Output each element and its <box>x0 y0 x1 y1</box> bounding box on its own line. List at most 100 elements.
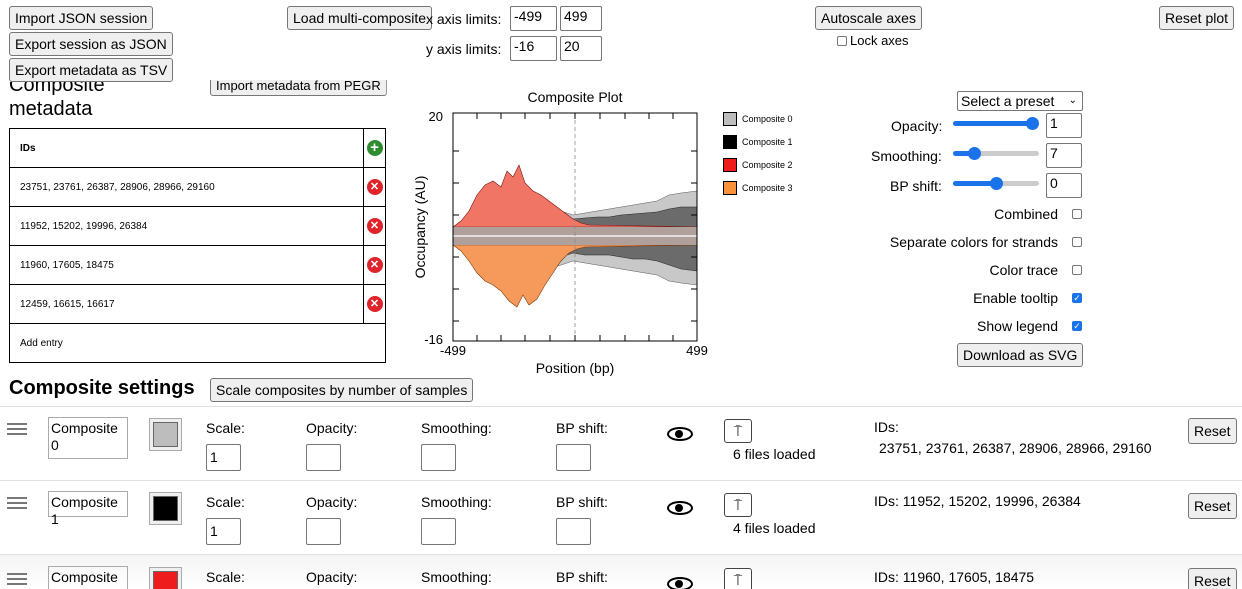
ids-label: IDs: 11952, 15202, 19996, 26384 <box>874 493 1081 509</box>
metadata-ids-cell[interactable]: 11960, 17605, 18475 <box>9 245 364 285</box>
ids-value: 23751, 23761, 26387, 28906, 28966, 29160 <box>879 440 1152 456</box>
y-min-input[interactable]: -16 <box>510 36 557 61</box>
legend-label-3: Composite 3 <box>742 183 793 193</box>
files-loaded: 4 files loaded <box>733 520 816 536</box>
opacity-input[interactable]: 1 <box>1046 113 1082 138</box>
smoothing-label: Smoothing: <box>871 148 942 164</box>
composite-plot[interactable]: Composite Plot 20 -16 -499 499 Position … <box>405 85 715 380</box>
delete-row-button[interactable]: ✕ <box>363 284 386 324</box>
autoscale-button[interactable]: Autoscale axes <box>815 6 922 30</box>
opacity-label: Opacity: <box>306 494 358 510</box>
composite-name-input[interactable]: Composite <box>48 566 128 589</box>
color-picker[interactable] <box>149 567 182 589</box>
composite-settings-row: Composite Scale: Opacity: Smoothing: BP … <box>0 554 1242 589</box>
eye-icon[interactable] <box>667 501 693 515</box>
delete-icon: ✕ <box>366 257 383 273</box>
eye-icon[interactable] <box>667 427 693 441</box>
metadata-row: 12459, 16615, 16617 ✕ <box>9 284 386 324</box>
add-row-button[interactable]: + <box>363 128 386 168</box>
smoothing-label: Smoothing: <box>421 569 492 585</box>
add-entry-row[interactable]: Add entry <box>9 323 386 363</box>
legend-swatch-2 <box>723 158 737 172</box>
scale-label: Scale: <box>206 420 245 436</box>
files-loaded: 6 files loaded <box>733 446 816 462</box>
bpshift-slider[interactable] <box>953 177 1039 190</box>
add-entry-cell[interactable]: Add entry <box>9 323 386 363</box>
x-axis-title: Position (bp) <box>536 360 615 376</box>
drag-handle-icon[interactable] <box>7 497 27 512</box>
scale-composites-button[interactable]: Scale composites by number of samples <box>210 378 474 402</box>
export-tsv-button[interactable]: Export metadata as TSV <box>9 58 174 82</box>
composite-name-input[interactable]: Composite 1 <box>48 491 128 527</box>
reset-composite-button[interactable]: Reset <box>1188 418 1237 444</box>
smoothing-input[interactable]: 7 <box>1046 143 1082 168</box>
metadata-header-row: IDs + <box>9 128 386 168</box>
metadata-row: 11960, 17605, 18475 ✕ <box>9 245 386 285</box>
delete-row-button[interactable]: ✕ <box>363 167 386 207</box>
bpshift-input[interactable]: 0 <box>1046 173 1082 198</box>
enable-tooltip-checkbox[interactable]: ✓ <box>1072 293 1082 303</box>
delete-icon: ✕ <box>366 296 383 312</box>
color-swatch-1 <box>153 496 178 521</box>
preset-select[interactable]: Select a preset ⌄ <box>957 91 1083 111</box>
combined-label: Combined <box>994 206 1058 222</box>
smoothing-label: Smoothing: <box>421 420 492 436</box>
color-trace-checkbox[interactable] <box>1072 265 1082 275</box>
import-json-button[interactable]: Import JSON session <box>9 6 154 30</box>
reset-composite-button[interactable]: Reset <box>1188 493 1237 519</box>
scale-label: Scale: <box>206 569 245 585</box>
scale-label: Scale: <box>206 494 245 510</box>
opacity-input[interactable] <box>306 518 341 545</box>
drag-handle-icon[interactable] <box>7 423 27 438</box>
reset-composite-button[interactable]: Reset <box>1188 568 1237 589</box>
composite-name-input[interactable]: Composite 0 <box>48 417 128 459</box>
smoothing-slider[interactable] <box>953 147 1039 160</box>
plot-ticks <box>453 113 697 341</box>
x-max-input[interactable]: 499 <box>560 6 602 31</box>
delete-icon: ✕ <box>366 218 383 234</box>
x-min-input[interactable]: -499 <box>510 6 557 31</box>
delete-row-button[interactable]: ✕ <box>363 206 386 246</box>
opacity-label: Opacity: <box>891 118 943 134</box>
smoothing-input[interactable] <box>421 444 456 471</box>
reset-plot-button[interactable]: Reset plot <box>1159 6 1235 30</box>
lock-axes-checkbox[interactable] <box>837 36 847 46</box>
show-legend-checkbox[interactable]: ✓ <box>1072 321 1082 331</box>
opacity-input[interactable] <box>306 444 341 471</box>
upload-icon[interactable]: ⍑ <box>724 419 752 443</box>
metadata-ids-cell[interactable]: 11952, 15202, 19996, 26384 <box>9 206 364 246</box>
drag-handle-icon[interactable] <box>7 573 27 588</box>
combined-checkbox[interactable] <box>1072 209 1082 219</box>
load-multi-composite-button[interactable]: Load multi-composite <box>287 6 433 30</box>
export-json-button[interactable]: Export session as JSON <box>9 32 173 56</box>
bpshift-label: BP shift: <box>556 494 608 510</box>
legend-label-2: Composite 2 <box>742 160 793 170</box>
x-axis-label: x axis limits: <box>426 11 502 27</box>
upload-icon[interactable]: ⍑ <box>724 568 752 589</box>
metadata-ids-cell[interactable]: 12459, 16615, 16617 <box>9 284 364 324</box>
bpshift-label: BP shift: <box>890 178 942 194</box>
color-picker[interactable] <box>149 418 182 451</box>
scale-input[interactable]: 1 <box>206 518 241 545</box>
color-picker[interactable] <box>149 492 182 525</box>
metadata-ids-cell[interactable]: 23751, 23761, 26387, 28906, 28966, 29160 <box>9 167 364 207</box>
separate-colors-checkbox[interactable] <box>1072 237 1082 247</box>
scale-input[interactable]: 1 <box>206 444 241 471</box>
y-max-input[interactable]: 20 <box>560 36 602 61</box>
enable-tooltip-label: Enable tooltip <box>973 290 1058 306</box>
composite-2-top <box>453 164 697 228</box>
smoothing-input[interactable] <box>421 518 456 545</box>
delete-row-button[interactable]: ✕ <box>363 245 386 285</box>
plot-area <box>453 113 697 341</box>
bpshift-input[interactable] <box>556 518 591 545</box>
opacity-label: Opacity: <box>306 569 358 585</box>
download-svg-button[interactable]: Download as SVG <box>957 343 1084 367</box>
upload-icon[interactable]: ⍑ <box>724 493 752 517</box>
eye-icon[interactable] <box>667 577 693 589</box>
bpshift-input[interactable] <box>556 444 591 471</box>
opacity-slider[interactable] <box>953 117 1039 130</box>
import-pegr-button[interactable]: Import metadata from PEGR <box>210 80 387 96</box>
x-min-tick: -499 <box>440 343 466 358</box>
metadata-title-line2: metadata <box>9 98 93 120</box>
chevron-down-icon: ⌄ <box>1068 95 1077 106</box>
